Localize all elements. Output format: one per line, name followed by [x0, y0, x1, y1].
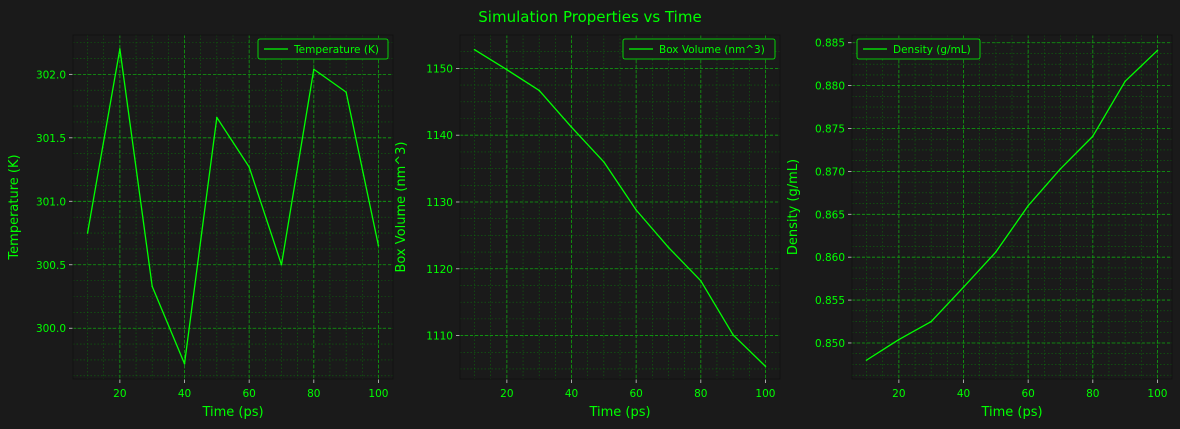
chart-panel-1: 20 40 60 80 100 300.0 300.5 301.0 301.5 302.0 Time… — [7, 34, 394, 420]
x-tick-label: 20 — [113, 388, 126, 400]
data-point — [865, 359, 868, 361]
x-tick-label: 40 — [957, 388, 970, 400]
y-tick-label: 1140 — [426, 130, 453, 142]
series-line — [474, 49, 766, 367]
chart-panel-2: 20 40 60 80 100 1110 1120 1130 1140 1150 Time (ps)… — [394, 34, 781, 420]
y-tick-label: 0.865 — [815, 209, 845, 221]
data-point — [119, 48, 121, 50]
x-tick-label: 40 — [178, 388, 191, 400]
y-tick-label: 0.885 — [815, 38, 845, 50]
data-point — [1092, 135, 1094, 138]
y-tick-label: 1120 — [426, 264, 453, 276]
y-tick-label: 302.0 — [36, 69, 66, 81]
data-point — [1059, 168, 1062, 170]
data-point — [570, 126, 573, 128]
data-point — [538, 89, 540, 92]
legend: Density (g/mL) — [856, 38, 981, 60]
y-tick-label: 300.0 — [36, 323, 66, 335]
data-point — [995, 251, 997, 253]
data-point — [667, 246, 670, 249]
legend-box — [856, 38, 981, 60]
y-tick-label: 0.855 — [815, 295, 845, 307]
x-tick-label: 60 — [629, 388, 642, 400]
legend-label: Temperature (K) — [293, 44, 379, 56]
axes-frame — [851, 34, 1173, 380]
y-tick-label: 0.860 — [815, 252, 845, 264]
data-point — [962, 286, 965, 289]
data-point — [313, 68, 315, 71]
data-point — [732, 334, 734, 336]
y-tick-label: 0.870 — [815, 166, 845, 178]
series-line — [86, 48, 380, 365]
data-point — [183, 362, 186, 365]
x-tick-label: 100 — [1147, 388, 1167, 400]
figure-title: Simulation Properties vs Time — [478, 8, 701, 26]
data-point — [603, 161, 605, 163]
data-point — [930, 320, 932, 323]
y-tick-label: 1150 — [426, 63, 453, 75]
chart-panel-3: 20 40 60 80 100 0.850 0.855 0.860 0.865 0.870 0.87… — [786, 34, 1173, 420]
data-point — [473, 48, 476, 51]
data-point — [1027, 204, 1029, 207]
x-tick-label: 60 — [1021, 388, 1034, 400]
x-tick-label: 100 — [755, 388, 775, 400]
y-tick-label: 301.5 — [36, 133, 66, 145]
data-point — [377, 244, 380, 247]
y-tick-label: 1130 — [426, 197, 453, 209]
legend-label: Density (g/mL) — [893, 44, 971, 56]
data-point — [506, 68, 508, 71]
axes-frame — [72, 34, 394, 380]
x-axis-label: Time (ps) — [588, 405, 650, 420]
x-axis-label: Time (ps) — [980, 405, 1042, 420]
legend: Temperature (K) — [257, 38, 389, 60]
data-point — [898, 338, 900, 341]
data-point — [635, 209, 637, 211]
legend-label: Box Volume (nm^3) — [659, 44, 765, 56]
x-tick-label: 80 — [1086, 388, 1099, 400]
data-point — [1124, 80, 1126, 83]
data-point — [1156, 49, 1159, 52]
y-tick-label: 300.5 — [36, 260, 66, 272]
x-tick-label: 20 — [500, 388, 513, 400]
x-tick-label: 20 — [892, 388, 905, 400]
data-point — [345, 91, 347, 93]
y-tick-label: 301.0 — [36, 196, 66, 208]
y-tick-label: 0.875 — [815, 124, 845, 136]
data-point — [151, 285, 153, 288]
y-axis-label: Box Volume (nm^3) — [394, 142, 409, 273]
data-point — [764, 365, 767, 368]
y-axis-label: Density (g/mL) — [786, 159, 801, 255]
x-tick-label: 100 — [368, 388, 388, 400]
data-point — [86, 232, 89, 234]
legend: Box Volume (nm^3) — [622, 38, 776, 60]
x-axis-label: Time (ps) — [201, 405, 263, 420]
data-point — [700, 280, 702, 282]
x-tick-label: 40 — [565, 388, 578, 400]
y-axis-label: Temperature (K) — [7, 154, 22, 260]
y-tick-label: 0.880 — [815, 81, 845, 93]
legend-box — [257, 38, 389, 60]
y-tick-label: 1110 — [426, 331, 453, 343]
y-tick-label: 0.850 — [815, 338, 845, 350]
legend-box — [622, 38, 776, 60]
data-point — [216, 116, 218, 119]
x-tick-label: 80 — [694, 388, 707, 400]
x-tick-label: 60 — [242, 388, 255, 400]
axes-frame — [459, 34, 781, 380]
x-tick-label: 80 — [307, 388, 320, 400]
data-point — [248, 166, 250, 168]
series-line — [866, 49, 1158, 361]
data-point — [280, 263, 283, 266]
